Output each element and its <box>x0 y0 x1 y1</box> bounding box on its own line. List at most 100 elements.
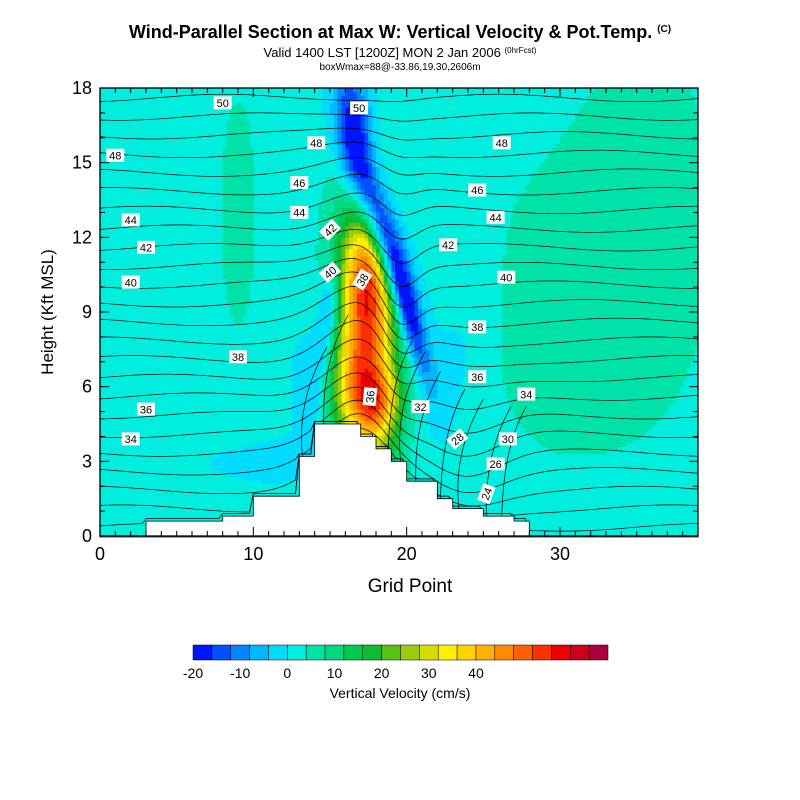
velocity-cell <box>356 121 362 126</box>
velocity-cell <box>425 312 431 317</box>
velocity-cell <box>517 405 523 410</box>
velocity-cell <box>563 368 569 373</box>
velocity-cell <box>514 386 519 391</box>
velocity-cell <box>575 353 580 358</box>
velocity-cell <box>349 263 354 268</box>
velocity-cell <box>345 349 350 354</box>
velocity-cell <box>533 382 538 388</box>
velocity-cell <box>556 420 561 425</box>
velocity-cell <box>322 382 327 388</box>
velocity-cell <box>341 334 346 339</box>
velocity-cell <box>234 226 239 231</box>
velocity-cell <box>345 405 350 410</box>
velocity-cell <box>575 244 580 250</box>
velocity-cell <box>257 465 262 470</box>
velocity-cell <box>529 196 534 201</box>
velocity-cell <box>337 360 343 365</box>
velocity-cell <box>287 435 293 440</box>
velocity-cell <box>548 330 553 335</box>
velocity-cell <box>249 162 254 167</box>
velocity-cell <box>376 256 381 261</box>
velocity-cell <box>353 293 358 298</box>
velocity-cell <box>226 196 231 201</box>
velocity-cell <box>360 151 366 156</box>
velocity-cell <box>337 356 343 362</box>
velocity-cell <box>291 364 297 369</box>
velocity-cell <box>552 390 557 395</box>
velocity-cell <box>356 188 362 194</box>
velocity-cell <box>540 412 546 418</box>
velocity-cell <box>333 297 339 302</box>
velocity-cell <box>356 341 362 347</box>
velocity-cell <box>391 304 396 309</box>
velocity-cell <box>353 166 358 171</box>
velocity-cell <box>379 241 385 246</box>
velocity-cell <box>533 338 538 343</box>
velocity-cell <box>333 144 339 149</box>
velocity-cell <box>514 270 519 276</box>
velocity-cell <box>391 244 396 250</box>
velocity-cell <box>280 446 285 451</box>
velocity-cell <box>238 177 243 182</box>
velocity-cell <box>356 129 362 134</box>
velocity-cell <box>548 323 553 328</box>
velocity-cell <box>345 274 350 279</box>
velocity-cell <box>372 375 377 380</box>
velocity-cell <box>299 420 304 425</box>
velocity-cell <box>234 285 239 291</box>
velocity-cell <box>567 285 573 291</box>
velocity-cell <box>418 382 423 388</box>
velocity-cell <box>567 427 573 433</box>
velocity-cell <box>245 233 251 238</box>
velocity-cell <box>567 300 573 306</box>
velocity-cell <box>533 386 538 391</box>
velocity-cell <box>341 162 346 167</box>
velocity-cell <box>425 319 431 324</box>
velocity-cell <box>349 117 354 123</box>
velocity-cell <box>245 457 251 462</box>
velocity-cell <box>307 360 312 365</box>
velocity-cell <box>364 297 369 302</box>
velocity-cell <box>540 256 546 261</box>
velocity-cell <box>337 158 343 164</box>
velocity-cell <box>353 308 358 313</box>
velocity-cell <box>245 229 251 235</box>
velocity-cell <box>372 312 377 317</box>
velocity-cell <box>280 468 285 474</box>
velocity-cell <box>510 379 515 384</box>
velocity-cell <box>460 345 465 350</box>
velocity-cell <box>356 323 362 328</box>
velocity-cell <box>540 394 546 399</box>
velocity-cell <box>230 293 235 298</box>
velocity-cell <box>575 241 580 246</box>
velocity-cell <box>537 364 542 369</box>
velocity-cell <box>395 382 400 388</box>
velocity-cell <box>349 308 354 313</box>
velocity-cell <box>318 218 323 223</box>
velocity-cell <box>249 222 254 227</box>
velocity-cell <box>376 285 381 291</box>
velocity-cell <box>395 368 400 373</box>
velocity-cell <box>560 233 565 238</box>
velocity-cell <box>349 401 354 406</box>
velocity-cell <box>249 147 254 153</box>
velocity-cell <box>349 356 354 362</box>
velocity-cell <box>567 397 573 403</box>
velocity-cell <box>360 218 366 223</box>
velocity-cell <box>514 229 519 235</box>
velocity-cell <box>379 207 385 212</box>
velocity-cell <box>560 248 565 253</box>
velocity-cell <box>517 200 523 205</box>
velocity-cell <box>310 338 316 343</box>
velocity-cell <box>441 356 446 362</box>
velocity-cell <box>368 420 373 425</box>
velocity-cell <box>326 397 331 403</box>
velocity-cell <box>249 226 254 231</box>
velocity-cell <box>383 203 389 209</box>
velocity-cell <box>234 203 239 209</box>
velocity-cell <box>368 177 373 182</box>
velocity-cell <box>364 200 369 205</box>
velocity-cell <box>372 282 377 287</box>
velocity-cell <box>571 158 576 164</box>
velocity-cell <box>238 256 243 261</box>
